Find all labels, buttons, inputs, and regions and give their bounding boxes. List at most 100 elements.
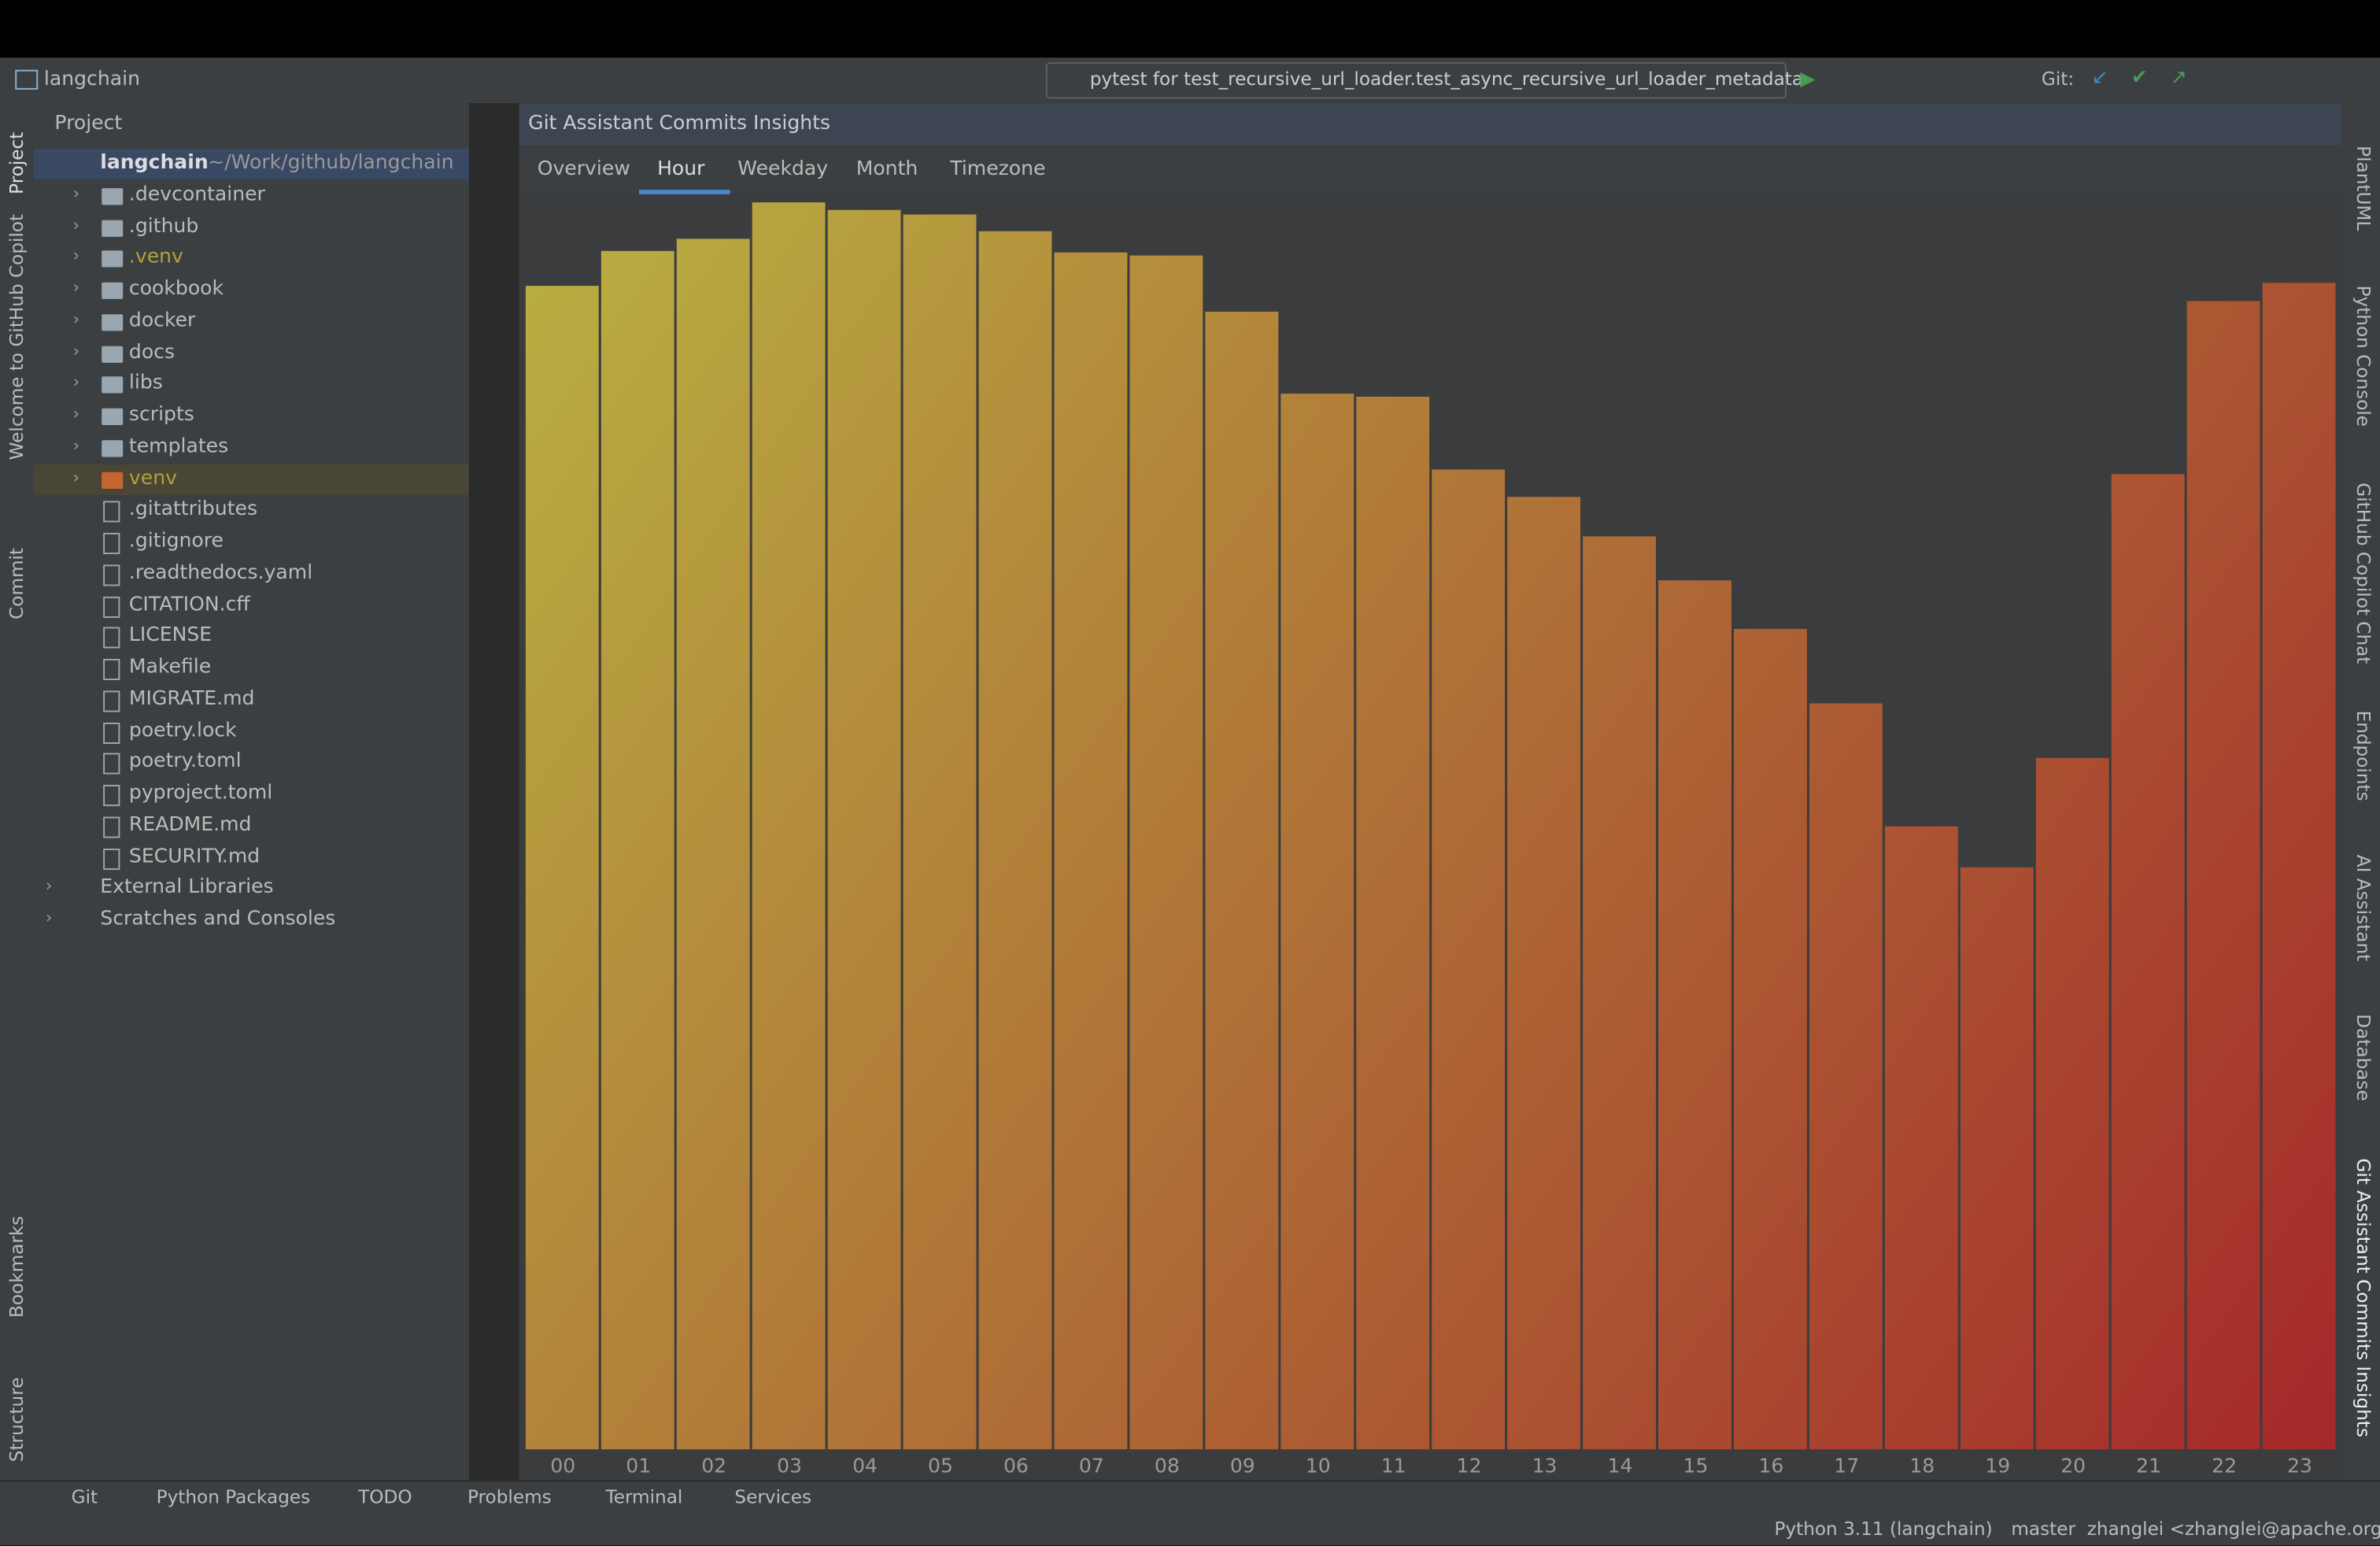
status-branch[interactable]: master bbox=[2011, 1518, 2075, 1540]
tree-file[interactable]: CITATION.cff bbox=[128, 593, 250, 616]
tree-folder[interactable]: scripts bbox=[128, 403, 194, 427]
tree-folder[interactable]: docker bbox=[128, 309, 196, 332]
tool-stripe-button[interactable]: AI Assistant bbox=[2352, 854, 2374, 962]
tab[interactable]: Hour bbox=[657, 157, 705, 181]
tool-stripe-button[interactable]: Welcome to GitHub Copilot bbox=[6, 213, 28, 460]
status-user[interactable]: zhanglei <zhanglei@apache.org> bbox=[2086, 1518, 2380, 1540]
bottom-tab[interactable]: Problems bbox=[467, 1486, 552, 1508]
chart: 00 01 02 03 04 05 06 07 08 09 10 11 12 13 14 15 16 17 18 19… bbox=[519, 194, 2342, 1481]
tree-file[interactable]: SECURITY.md bbox=[128, 845, 261, 868]
x-tick-label: 08 bbox=[1155, 1455, 1180, 1478]
file-icon bbox=[103, 532, 120, 554]
x-tick-label: 23 bbox=[2287, 1455, 2312, 1478]
editor-gap bbox=[468, 103, 519, 1481]
file-icon bbox=[103, 722, 120, 744]
tab[interactable]: Overview bbox=[537, 157, 630, 181]
tree-folder[interactable]: .devcontainer bbox=[128, 183, 265, 206]
tool-stripe-button[interactable]: Project bbox=[6, 131, 28, 194]
folder-icon bbox=[102, 313, 124, 331]
bar bbox=[1581, 535, 1658, 1451]
git-push[interactable]: ↗ bbox=[2170, 66, 2187, 90]
folder-icon bbox=[102, 439, 124, 457]
right-tool-stripe: PlantUML Python Console GitHub Copilot Cha… bbox=[2341, 103, 2380, 1481]
tool-stripe-button[interactable]: Bookmarks bbox=[6, 1215, 28, 1318]
file-icon bbox=[103, 785, 120, 807]
expand-arrow: › bbox=[72, 214, 80, 235]
x-tick-label: 02 bbox=[701, 1455, 726, 1478]
tree-file[interactable]: .gitattributes bbox=[128, 498, 258, 521]
tree-node[interactable]: Scratches and Consoles bbox=[100, 908, 336, 931]
tree-file[interactable]: Makefile bbox=[128, 656, 212, 679]
x-tick-label: 15 bbox=[1683, 1455, 1709, 1478]
tree-file[interactable]: poetry.lock bbox=[128, 719, 237, 742]
x-tick-label: 16 bbox=[1758, 1455, 1783, 1478]
tool-stripe-button[interactable]: Python Console bbox=[2352, 285, 2374, 427]
x-tick-label: 13 bbox=[1532, 1455, 1558, 1478]
bottom-tab[interactable]: Services bbox=[734, 1486, 812, 1508]
status-interpreter[interactable]: Python 3.11 (langchain) bbox=[1774, 1518, 1993, 1540]
tab-underline bbox=[638, 190, 730, 194]
file-icon bbox=[103, 627, 120, 649]
tab[interactable]: Timezone bbox=[950, 157, 1046, 181]
tool-stripe-button[interactable]: GitHub Copilot Chat bbox=[2352, 483, 2374, 664]
file-icon bbox=[103, 848, 120, 870]
git-label: Git: bbox=[2041, 68, 2075, 90]
run-config[interactable]: pytest for test_recursive_url_loader.tes… bbox=[1045, 62, 1803, 99]
bar bbox=[524, 284, 600, 1451]
bar bbox=[751, 201, 826, 1451]
tool-stripe-button[interactable]: Database bbox=[2352, 1014, 2374, 1101]
tree-file[interactable]: LICENSE bbox=[128, 624, 213, 648]
folder-icon bbox=[102, 219, 124, 236]
tool-stripe-button[interactable]: Endpoints bbox=[2352, 710, 2374, 801]
bottom-tab[interactable]: Python Packages bbox=[156, 1486, 311, 1508]
panel-title[interactable]: Project bbox=[54, 112, 123, 135]
run-button[interactable]: ▶ bbox=[1800, 68, 1816, 91]
tree-root[interactable]: langchain bbox=[100, 151, 209, 175]
tool-stripe-button[interactable]: Structure bbox=[6, 1377, 28, 1463]
expand-arrow: › bbox=[72, 403, 80, 424]
tool-window-title: Git Assistant Commits Insights bbox=[528, 112, 831, 135]
tree-folder[interactable]: libs bbox=[128, 372, 163, 395]
expand-arrow: › bbox=[72, 467, 80, 487]
tool-stripe-button[interactable]: PlantUML bbox=[2352, 146, 2374, 231]
tree-file[interactable]: poetry.toml bbox=[128, 750, 242, 774]
git-update[interactable]: ↙ bbox=[2091, 66, 2108, 90]
tab[interactable]: Weekday bbox=[737, 157, 829, 181]
bar bbox=[2034, 756, 2110, 1451]
bar bbox=[1053, 251, 1129, 1451]
left-tool-stripe: Project Welcome to GitHub Copilot Commit Bo… bbox=[0, 103, 34, 1481]
tree-file[interactable]: README.md bbox=[128, 813, 252, 837]
tab[interactable]: Month bbox=[856, 157, 918, 181]
tree-file[interactable]: .readthedocs.yaml bbox=[128, 561, 313, 585]
git-commit[interactable]: ✔ bbox=[2131, 66, 2148, 90]
bottom-tab[interactable]: TODO bbox=[358, 1486, 412, 1508]
tree-node[interactable]: External Libraries bbox=[100, 876, 274, 900]
bottom-tab[interactable]: Terminal bbox=[605, 1486, 683, 1508]
tree-file[interactable]: .gitignore bbox=[128, 530, 224, 553]
x-tick-label: 12 bbox=[1457, 1455, 1482, 1478]
tree-folder[interactable]: .github bbox=[128, 214, 199, 238]
tree-file[interactable]: MIGRATE.md bbox=[128, 687, 255, 711]
tree-root-path: ~/Work/github/langchain bbox=[208, 151, 454, 175]
file-icon bbox=[103, 690, 120, 712]
tree-folder[interactable]: templates bbox=[128, 435, 229, 458]
tree-folder[interactable]: .venv bbox=[128, 246, 183, 269]
x-tick-label: 03 bbox=[777, 1455, 802, 1478]
bar bbox=[1129, 254, 1204, 1451]
bar bbox=[675, 238, 751, 1451]
x-tick-label: 10 bbox=[1306, 1455, 1331, 1478]
tree-folder[interactable]: cookbook bbox=[128, 277, 224, 301]
x-tick-label: 05 bbox=[928, 1455, 953, 1478]
folder-icon bbox=[102, 471, 124, 489]
expand-arrow: › bbox=[72, 309, 80, 330]
tree-folder[interactable]: docs bbox=[128, 340, 176, 364]
tool-stripe-button[interactable]: Commit bbox=[6, 547, 28, 620]
bottom-tab[interactable]: Git bbox=[71, 1486, 98, 1508]
tool-stripe-button[interactable]: Git Assistant Commits Insights bbox=[2352, 1158, 2374, 1437]
bar bbox=[902, 213, 978, 1451]
tree-folder[interactable]: venv bbox=[128, 467, 177, 490]
project-title[interactable]: langchain bbox=[43, 68, 140, 91]
tree-file[interactable]: pyproject.toml bbox=[128, 782, 273, 805]
bar bbox=[1431, 468, 1506, 1451]
folder-icon bbox=[102, 187, 124, 205]
